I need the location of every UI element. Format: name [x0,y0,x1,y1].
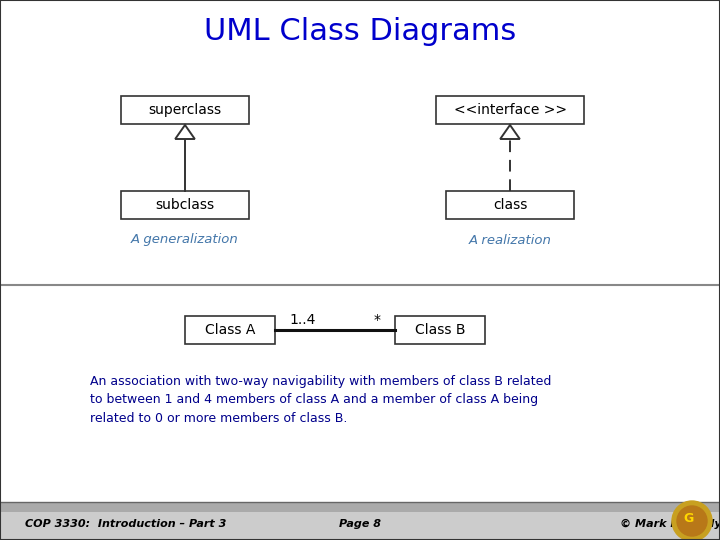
Text: 1..4: 1..4 [289,313,315,327]
Bar [446,191,574,219]
Text: Class B: Class B [415,323,465,337]
Text: Page 8: Page 8 [339,519,381,529]
Text: *: * [374,313,381,327]
Text: Class A: Class A [204,323,255,337]
Text: superclass: superclass [148,103,222,117]
Bar [121,191,249,219]
Text: A realization: A realization [469,233,552,246]
Text: © Mark Llewellyn: © Mark Llewellyn [620,519,720,529]
Text: UML Class Diagrams: UML Class Diagrams [204,17,516,46]
Bar [436,96,584,124]
Circle shape [677,506,707,536]
Bar [0,512,720,540]
Polygon shape [500,125,520,139]
Bar [395,316,485,344]
Polygon shape [175,125,195,139]
Text: <<interface >>: <<interface >> [454,103,567,117]
Circle shape [672,501,712,540]
Text: COP 3330:  Introduction – Part 3: COP 3330: Introduction – Part 3 [25,519,226,529]
Text: An association with two-way navigability with members of class B related
to betw: An association with two-way navigability… [90,375,552,425]
Text: class: class [492,198,527,212]
Text: subclass: subclass [156,198,215,212]
Text: A generalization: A generalization [131,233,239,246]
Bar [0,502,720,512]
Text: G: G [684,512,694,525]
Bar [121,96,249,124]
Bar [185,316,275,344]
